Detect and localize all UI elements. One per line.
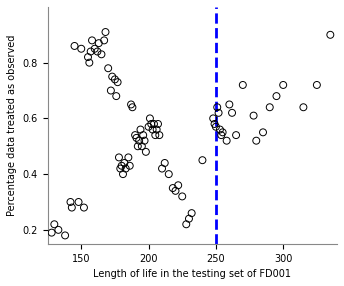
Point <box>220 130 225 135</box>
Point <box>92 46 97 51</box>
Point <box>121 161 127 165</box>
Point <box>214 105 220 110</box>
Point <box>301 105 306 110</box>
Point <box>101 38 107 43</box>
Y-axis label: Percentage data treated as observed: Percentage data treated as observed <box>7 35 17 216</box>
Point <box>116 155 122 160</box>
Point <box>114 94 119 98</box>
Point <box>142 138 147 143</box>
Point <box>88 49 94 54</box>
Point <box>180 194 185 199</box>
Point <box>128 102 134 107</box>
Point <box>240 83 246 87</box>
Point <box>159 166 165 171</box>
Point <box>217 127 223 132</box>
Point <box>127 164 132 168</box>
Point <box>173 188 178 193</box>
Point <box>119 164 125 168</box>
Point <box>146 124 151 129</box>
Point <box>99 52 104 57</box>
Point <box>139 144 144 148</box>
Point <box>136 138 142 143</box>
Point <box>314 83 320 87</box>
Point <box>254 138 259 143</box>
Point <box>130 105 135 110</box>
Point <box>267 105 272 110</box>
Point <box>224 138 229 143</box>
Point <box>260 130 266 135</box>
Point <box>227 102 232 107</box>
Point <box>78 46 84 51</box>
Point <box>62 233 68 238</box>
Point <box>109 74 115 79</box>
Point <box>95 49 100 54</box>
Point <box>155 122 161 126</box>
Point <box>170 186 175 190</box>
Point <box>115 80 120 84</box>
Point <box>213 124 219 129</box>
Point <box>134 136 139 140</box>
Point <box>81 205 87 210</box>
Point <box>251 113 256 118</box>
Point <box>233 133 239 137</box>
Point <box>150 127 155 132</box>
Point <box>175 183 181 188</box>
Point <box>280 83 286 87</box>
Point <box>151 122 157 126</box>
Point <box>189 211 194 215</box>
Point <box>49 230 54 235</box>
X-axis label: Length of life in the testing set of FD001: Length of life in the testing set of FD0… <box>93 269 291 279</box>
Point <box>126 155 131 160</box>
Point <box>157 133 162 137</box>
Point <box>152 133 158 137</box>
Point <box>135 144 141 148</box>
Point <box>76 200 81 204</box>
Point <box>108 88 114 93</box>
Point <box>154 127 159 132</box>
Point <box>52 222 57 227</box>
Point <box>69 205 75 210</box>
Point <box>166 172 172 176</box>
Point <box>200 158 205 162</box>
Point <box>89 38 95 43</box>
Point <box>183 222 189 227</box>
Point <box>147 116 153 121</box>
Point <box>143 150 149 154</box>
Point <box>72 44 77 48</box>
Point <box>212 122 217 126</box>
Point <box>123 166 128 171</box>
Point <box>138 127 143 132</box>
Point <box>218 133 224 137</box>
Point <box>140 133 146 137</box>
Point <box>56 228 61 232</box>
Point <box>274 94 279 98</box>
Point <box>120 172 126 176</box>
Point <box>132 133 138 137</box>
Point <box>118 166 123 171</box>
Point <box>96 41 101 45</box>
Point <box>85 55 91 59</box>
Point <box>186 217 192 221</box>
Point <box>68 200 73 204</box>
Point <box>105 66 111 71</box>
Point <box>87 60 92 65</box>
Point <box>327 33 333 37</box>
Point <box>216 110 221 115</box>
Point <box>112 77 118 82</box>
Point <box>211 116 216 121</box>
Point <box>229 110 235 115</box>
Point <box>103 30 108 34</box>
Point <box>162 161 168 165</box>
Point <box>149 122 154 126</box>
